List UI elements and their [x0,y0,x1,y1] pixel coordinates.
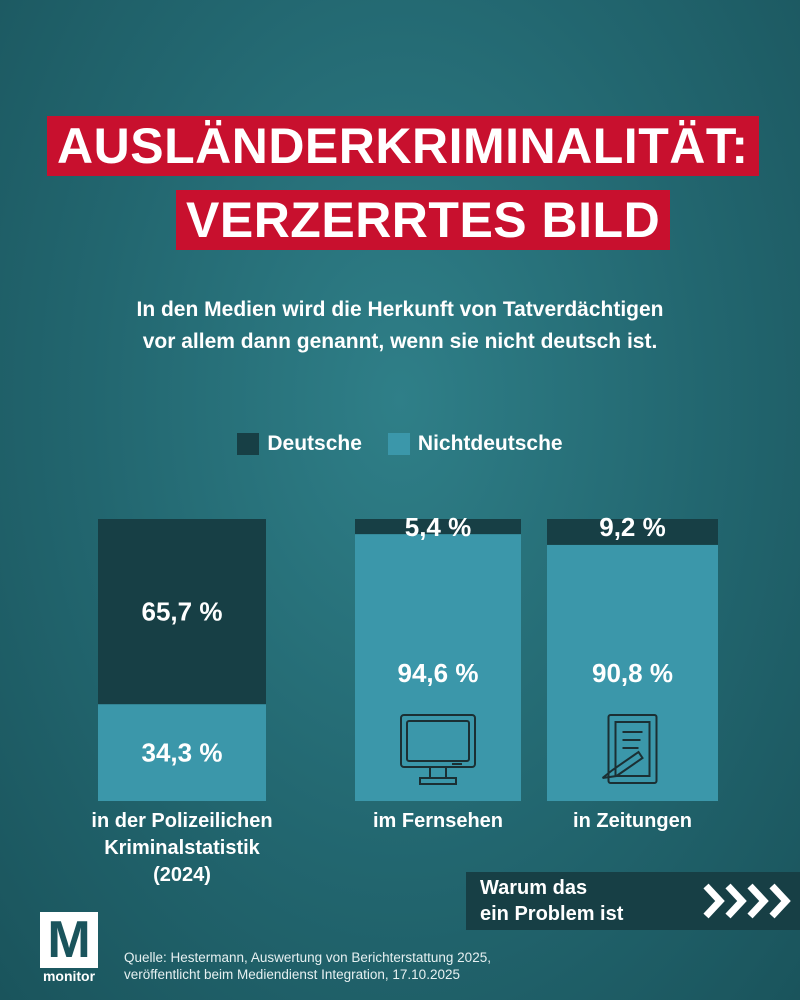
bar-segment-nichtdeutsche-polizeistatistik [98,704,266,801]
data-label-nichtdeutsche-fernsehen: 94,6 % [398,658,479,688]
data-label-deutsche-zeitungen: 9,2 % [599,512,666,542]
data-label-deutsche-fernsehen: 5,4 % [405,512,472,542]
newspaper-icon [601,714,658,784]
bar-zeitungen: 9,2 % 90,8 % [547,512,718,801]
warum-problem-button[interactable]: Warum das ein Problem ist [466,872,800,930]
title-line-1: AUSLÄNDERKRIMINALITÄT: [47,116,759,176]
bar-segment-nichtdeutsche-fernsehen [355,534,521,801]
legend: Deutsche Nichtdeutsche [0,432,800,456]
legend-item-deutsche: Deutsche [237,432,362,456]
category-label-zeitungen: in Zeitungen [573,810,692,832]
chevrons-right-icon [703,883,791,919]
title-line-2: VERZERRTES BILD [176,190,671,250]
data-label-nichtdeutsche-polizeistatistik: 34,3 % [142,738,223,768]
tv-icon [400,714,476,785]
bar-segment-deutsche-zeitungen [547,519,718,545]
legend-swatch-deutsche [237,433,260,455]
data-label-deutsche-polizeistatistik: 65,7 % [142,597,223,627]
logo-letter: M [40,912,98,968]
bar-segment-nichtdeutsche-zeitungen [547,544,718,801]
bar-polizeistatistik: 65,7 % 34,3 % [98,519,266,801]
data-label-nichtdeutsche-zeitungen: 90,8 % [592,658,673,688]
monitor-logo: M monitor [40,912,98,984]
bar-segment-deutsche-fernsehen [355,519,521,535]
bar-segment-deutsche-polizeistatistik [98,519,266,705]
source-note: Quelle: Hestermann, Auswertung von Beric… [124,950,491,982]
legend-item-nichtdeutsche: Nichtdeutsche [387,432,563,456]
legend-label-deutsche: Deutsche [267,432,362,455]
legend-label-nichtdeutsche: Nichtdeutsche [417,432,563,455]
legend-swatch-nichtdeutsche [387,433,410,455]
logo-word: monitor [42,968,96,984]
cta-label: Warum das ein Problem ist [480,877,624,925]
category-label-polizeistatistik: in der Polizeilichen Kriminalstatistik (… [91,810,273,886]
bar-fernsehen: 5,4 % 94,6 % [355,512,521,801]
category-label-fernsehen: im Fernsehen [372,810,504,832]
subtitle: In den Medien wird die Herkunft von Tatv… [136,298,664,353]
